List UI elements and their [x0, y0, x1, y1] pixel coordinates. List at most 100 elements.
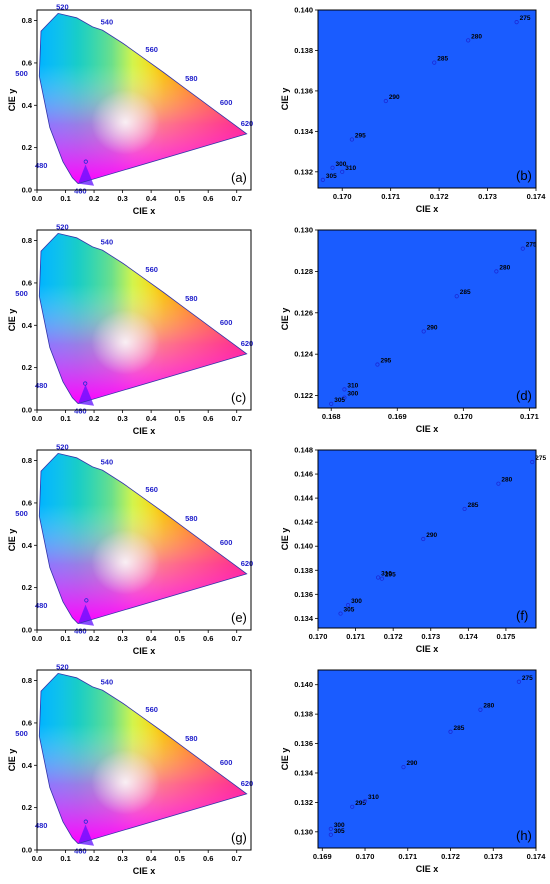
y-tick-label: 0.128 [294, 267, 313, 276]
wavelength-label-540: 540 [101, 237, 114, 246]
y-tick-label: 0.138 [294, 566, 313, 575]
wavelength-label-560: 560 [145, 485, 158, 494]
data-label-285: 285 [437, 56, 448, 63]
x-tick-label: 0.2 [89, 854, 99, 863]
x-tick-label: 0.173 [484, 852, 503, 861]
data-label-275: 275 [535, 455, 546, 462]
plot-frame [36, 449, 252, 631]
data-label-285: 285 [460, 289, 471, 296]
data-point-310 [340, 169, 345, 174]
data-point-290 [421, 329, 426, 334]
wavelength-label-620: 620 [241, 559, 254, 568]
wavelength-label-480: 480 [35, 381, 48, 390]
x-axis-title: CIE x [416, 424, 439, 434]
plot-background [318, 10, 536, 188]
data-point-280 [496, 481, 501, 486]
x-tick-label: 0.7 [232, 854, 242, 863]
spectral-locus [38, 452, 248, 625]
y-axis-title: CIE y [7, 309, 17, 332]
chart-panel-b: 0.170 0.171 0.172 0.173 0.174 0.132 0.134 0.136… [280, 6, 546, 215]
wavelength-label-560: 560 [145, 705, 158, 714]
wavelength-label-520: 520 [56, 222, 69, 231]
x-tick-label: 0.7 [232, 194, 242, 203]
data-point-275 [516, 679, 522, 684]
wavelength-label-520: 520 [56, 2, 69, 11]
data-point-285 [432, 60, 437, 65]
y-tick-label: 0.126 [294, 308, 313, 317]
data-label-275: 275 [526, 242, 537, 249]
y-tick-label: 0.122 [294, 391, 313, 400]
x-axis-title: CIE x [133, 646, 156, 656]
y-tick-label: 0.0 [22, 186, 32, 195]
wavelength-label-480: 480 [35, 821, 48, 830]
wavelength-label-500: 500 [15, 509, 28, 518]
y-tick-label: 0.136 [294, 590, 313, 599]
chart-panel-a: 460 480 500 520 540 560 580 600 620 0.0 0.1 0.2 0.3 0… [7, 2, 253, 216]
x-tick-label: 0.5 [174, 194, 184, 203]
wavelength-label-540: 540 [101, 17, 114, 26]
chart-panel-e: 460 480 500 520 540 560 580 600 620 0.0 0.1 0.2 0.3 0… [7, 442, 253, 656]
data-label-305: 305 [334, 397, 345, 404]
data-label-305: 305 [334, 828, 345, 835]
plot-frame [317, 9, 537, 189]
y-tick-label: 0.2 [22, 583, 32, 592]
wavelength-label-560: 560 [145, 265, 158, 274]
y-tick-label: 0.138 [294, 46, 313, 55]
spectral-locus [38, 12, 248, 185]
y-tick-label: 0.0 [22, 846, 32, 855]
data-label-300: 300 [347, 391, 358, 398]
wavelength-label-480: 480 [35, 601, 48, 610]
x-tick-label: 0.175 [497, 632, 516, 641]
wavelength-label-460: 460 [74, 847, 87, 856]
wavelength-label-580: 580 [185, 74, 198, 83]
wavelength-label-500: 500 [15, 69, 28, 78]
wavelength-label-620: 620 [241, 779, 254, 788]
panel-label: (h) [516, 828, 532, 843]
wavelength-label-460: 460 [74, 187, 87, 196]
x-tick-label: 0.171 [520, 412, 539, 421]
x-tick-label: 0.172 [441, 852, 460, 861]
y-tick-label: 0.6 [22, 278, 32, 287]
x-axis-title: CIE x [416, 644, 439, 654]
wavelength-label-620: 620 [241, 119, 254, 128]
data-label-285: 285 [468, 502, 479, 509]
plot-frame [36, 9, 252, 191]
data-point-290 [383, 98, 388, 104]
y-tick-label: 0.4 [22, 541, 33, 550]
y-tick-label: 0.136 [294, 86, 313, 95]
wavelength-label-620: 620 [241, 339, 254, 348]
data-point-310 [342, 387, 347, 392]
data-point-295 [350, 804, 355, 809]
data-label-290: 290 [426, 532, 437, 539]
x-tick-label: 0.6 [203, 854, 213, 863]
data-point-295 [349, 137, 355, 142]
y-tick-label: 0.0 [22, 406, 32, 415]
x-tick-label: 0.0 [32, 854, 42, 863]
y-tick-label: 0.140 [294, 680, 313, 689]
data-label-285: 285 [454, 725, 465, 732]
wavelength-label-600: 600 [220, 758, 233, 767]
data-label-310: 310 [368, 794, 379, 801]
data-point-280 [466, 38, 471, 43]
y-axis-title: CIE y [7, 89, 17, 112]
data-label-290: 290 [427, 324, 438, 331]
x-tick-label: 0.1 [60, 194, 70, 203]
plot-frame [36, 229, 252, 411]
x-tick-label: 0.174 [459, 632, 479, 641]
x-axis-title: CIE x [133, 866, 156, 876]
x-tick-label: 0.3 [117, 634, 127, 643]
y-tick-label: 0.6 [22, 58, 32, 67]
x-tick-label: 0.3 [117, 194, 127, 203]
data-point [84, 598, 89, 603]
y-axis-title: CIE y [7, 529, 17, 552]
plot-frame [36, 669, 252, 851]
plot-background [318, 230, 536, 408]
data-point-305 [320, 177, 325, 183]
chart-panel-f: 0.170 0.171 0.172 0.173 0.174 0.175 0.134 0.136… [280, 446, 546, 655]
y-tick-label: 0.132 [294, 798, 313, 807]
data-label-295: 295 [385, 572, 396, 579]
y-axis-title: CIE y [7, 749, 17, 772]
x-axis-title: CIE x [416, 204, 439, 214]
x-tick-label: 0.173 [478, 192, 497, 201]
plot-background [318, 670, 536, 848]
